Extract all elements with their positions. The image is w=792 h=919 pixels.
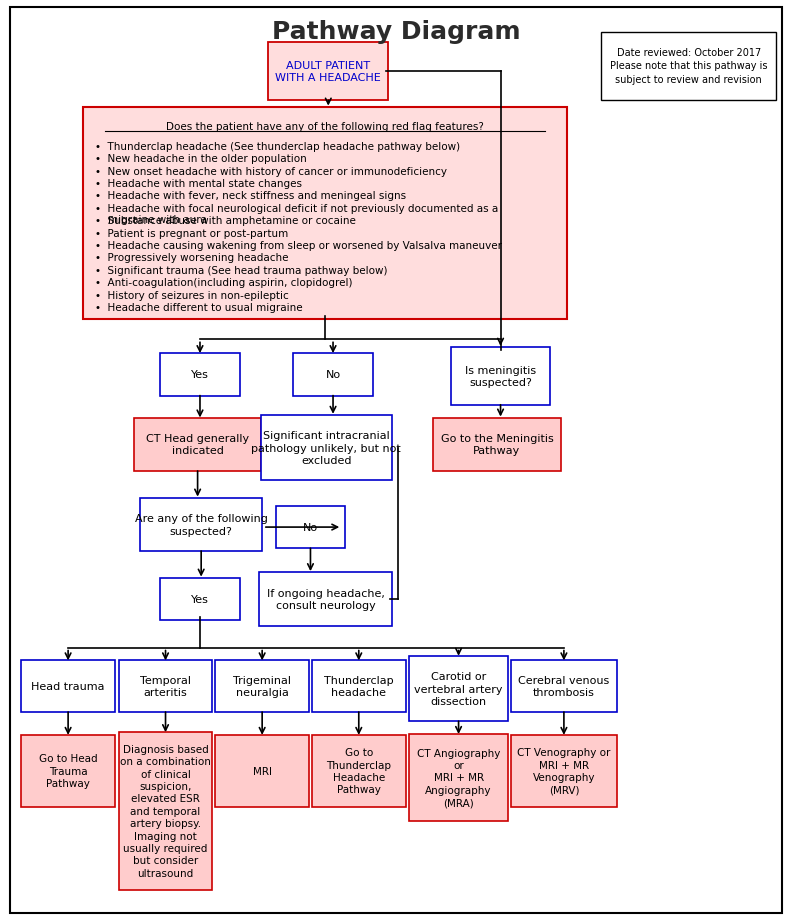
Text: CT Angiography
or
MRI + MR
Angiography
(MRA): CT Angiography or MRI + MR Angiography (… [417, 748, 501, 807]
FancyBboxPatch shape [215, 661, 309, 712]
Text: •  Headache different to usual migraine: • Headache different to usual migraine [95, 303, 303, 312]
Text: MRI: MRI [253, 766, 272, 776]
Text: •  History of seizures in non-epileptic: • History of seizures in non-epileptic [95, 290, 289, 301]
Text: Yes: Yes [191, 370, 209, 380]
FancyBboxPatch shape [140, 498, 262, 551]
Text: Thunderclap
headache: Thunderclap headache [324, 675, 394, 698]
Text: Yes: Yes [191, 595, 209, 604]
FancyBboxPatch shape [312, 661, 406, 712]
FancyBboxPatch shape [293, 354, 373, 396]
Text: CT Venography or
MRI + MR
Venography
(MRV): CT Venography or MRI + MR Venography (MR… [517, 747, 611, 795]
Text: Trigeminal
neuralgia: Trigeminal neuralgia [233, 675, 291, 698]
Text: Temporal
arteritis: Temporal arteritis [140, 675, 191, 698]
FancyBboxPatch shape [259, 573, 392, 626]
FancyBboxPatch shape [268, 43, 388, 101]
Text: •  Headache causing wakening from sleep or worsened by Valsalva maneuver: • Headache causing wakening from sleep o… [95, 241, 502, 251]
Text: •  New headache in the older population: • New headache in the older population [95, 153, 307, 164]
FancyBboxPatch shape [276, 506, 345, 549]
Text: •  Anti-coagulation(including aspirin, clopidogrel): • Anti-coagulation(including aspirin, cl… [95, 278, 352, 288]
Text: •  Progressively worsening headache: • Progressively worsening headache [95, 253, 288, 263]
Text: Does the patient have any of the following red flag features?: Does the patient have any of the followi… [166, 122, 484, 132]
FancyBboxPatch shape [119, 732, 212, 890]
Text: Carotid or
vertebral artery
dissection: Carotid or vertebral artery dissection [414, 672, 503, 706]
Text: •  Patient is pregnant or post-partum: • Patient is pregnant or post-partum [95, 228, 288, 238]
Text: •  Significant trauma (See head trauma pathway below): • Significant trauma (See head trauma pa… [95, 266, 387, 276]
Text: •  Thunderclap headache (See thunderclap headache pathway below): • Thunderclap headache (See thunderclap … [95, 142, 460, 152]
Text: If ongoing headache,
consult neurology: If ongoing headache, consult neurology [267, 588, 384, 610]
Text: •  Headache with focal neurological deficit if not previously documented as a
  : • Headache with focal neurological defic… [95, 203, 498, 225]
FancyBboxPatch shape [160, 354, 240, 396]
Text: Go to the Meningitis
Pathway: Go to the Meningitis Pathway [440, 434, 554, 456]
Text: Significant intracranial
pathology unlikely, but not
excluded: Significant intracranial pathology unlik… [251, 431, 402, 465]
FancyBboxPatch shape [119, 661, 212, 712]
FancyBboxPatch shape [409, 734, 508, 821]
Text: ADULT PATIENT
WITH A HEADACHE: ADULT PATIENT WITH A HEADACHE [276, 61, 381, 84]
Text: •  New onset headache with history of cancer or immunodeficiency: • New onset headache with history of can… [95, 166, 447, 176]
Text: Go to Head
Trauma
Pathway: Go to Head Trauma Pathway [39, 754, 97, 789]
FancyBboxPatch shape [511, 661, 617, 712]
FancyBboxPatch shape [601, 33, 776, 101]
Text: Are any of the following
suspected?: Are any of the following suspected? [135, 514, 268, 536]
Text: Date reviewed: October 2017
Please note that this pathway is
subject to review a: Date reviewed: October 2017 Please note … [610, 48, 767, 85]
FancyBboxPatch shape [451, 347, 550, 405]
FancyBboxPatch shape [433, 418, 561, 471]
FancyBboxPatch shape [261, 415, 392, 481]
Text: Cerebral venous
thrombosis: Cerebral venous thrombosis [518, 675, 610, 698]
FancyBboxPatch shape [21, 735, 115, 807]
Text: Diagnosis based
on a combination
of clinical
suspicion,
elevated ESR
and tempora: Diagnosis based on a combination of clin… [120, 744, 211, 878]
Text: No: No [326, 370, 341, 380]
FancyBboxPatch shape [21, 661, 115, 712]
Text: •  Substance abuse with amphetamine or cocaine: • Substance abuse with amphetamine or co… [95, 216, 356, 226]
FancyBboxPatch shape [409, 656, 508, 721]
Text: Go to
Thunderclap
Headache
Pathway: Go to Thunderclap Headache Pathway [326, 747, 391, 795]
FancyBboxPatch shape [134, 418, 261, 471]
Text: CT Head generally
indicated: CT Head generally indicated [146, 434, 249, 456]
FancyBboxPatch shape [160, 578, 240, 620]
Text: No: No [303, 523, 318, 532]
FancyBboxPatch shape [312, 735, 406, 807]
Text: •  Headache with fever, neck stiffness and meningeal signs: • Headache with fever, neck stiffness an… [95, 191, 406, 201]
Text: Pathway Diagram: Pathway Diagram [272, 20, 520, 44]
Text: •  Headache with mental state changes: • Headache with mental state changes [95, 178, 302, 188]
FancyBboxPatch shape [83, 108, 567, 320]
Text: Is meningitis
suspected?: Is meningitis suspected? [465, 365, 536, 388]
FancyBboxPatch shape [215, 735, 309, 807]
FancyBboxPatch shape [511, 735, 617, 807]
Text: Head trauma: Head trauma [32, 682, 105, 691]
